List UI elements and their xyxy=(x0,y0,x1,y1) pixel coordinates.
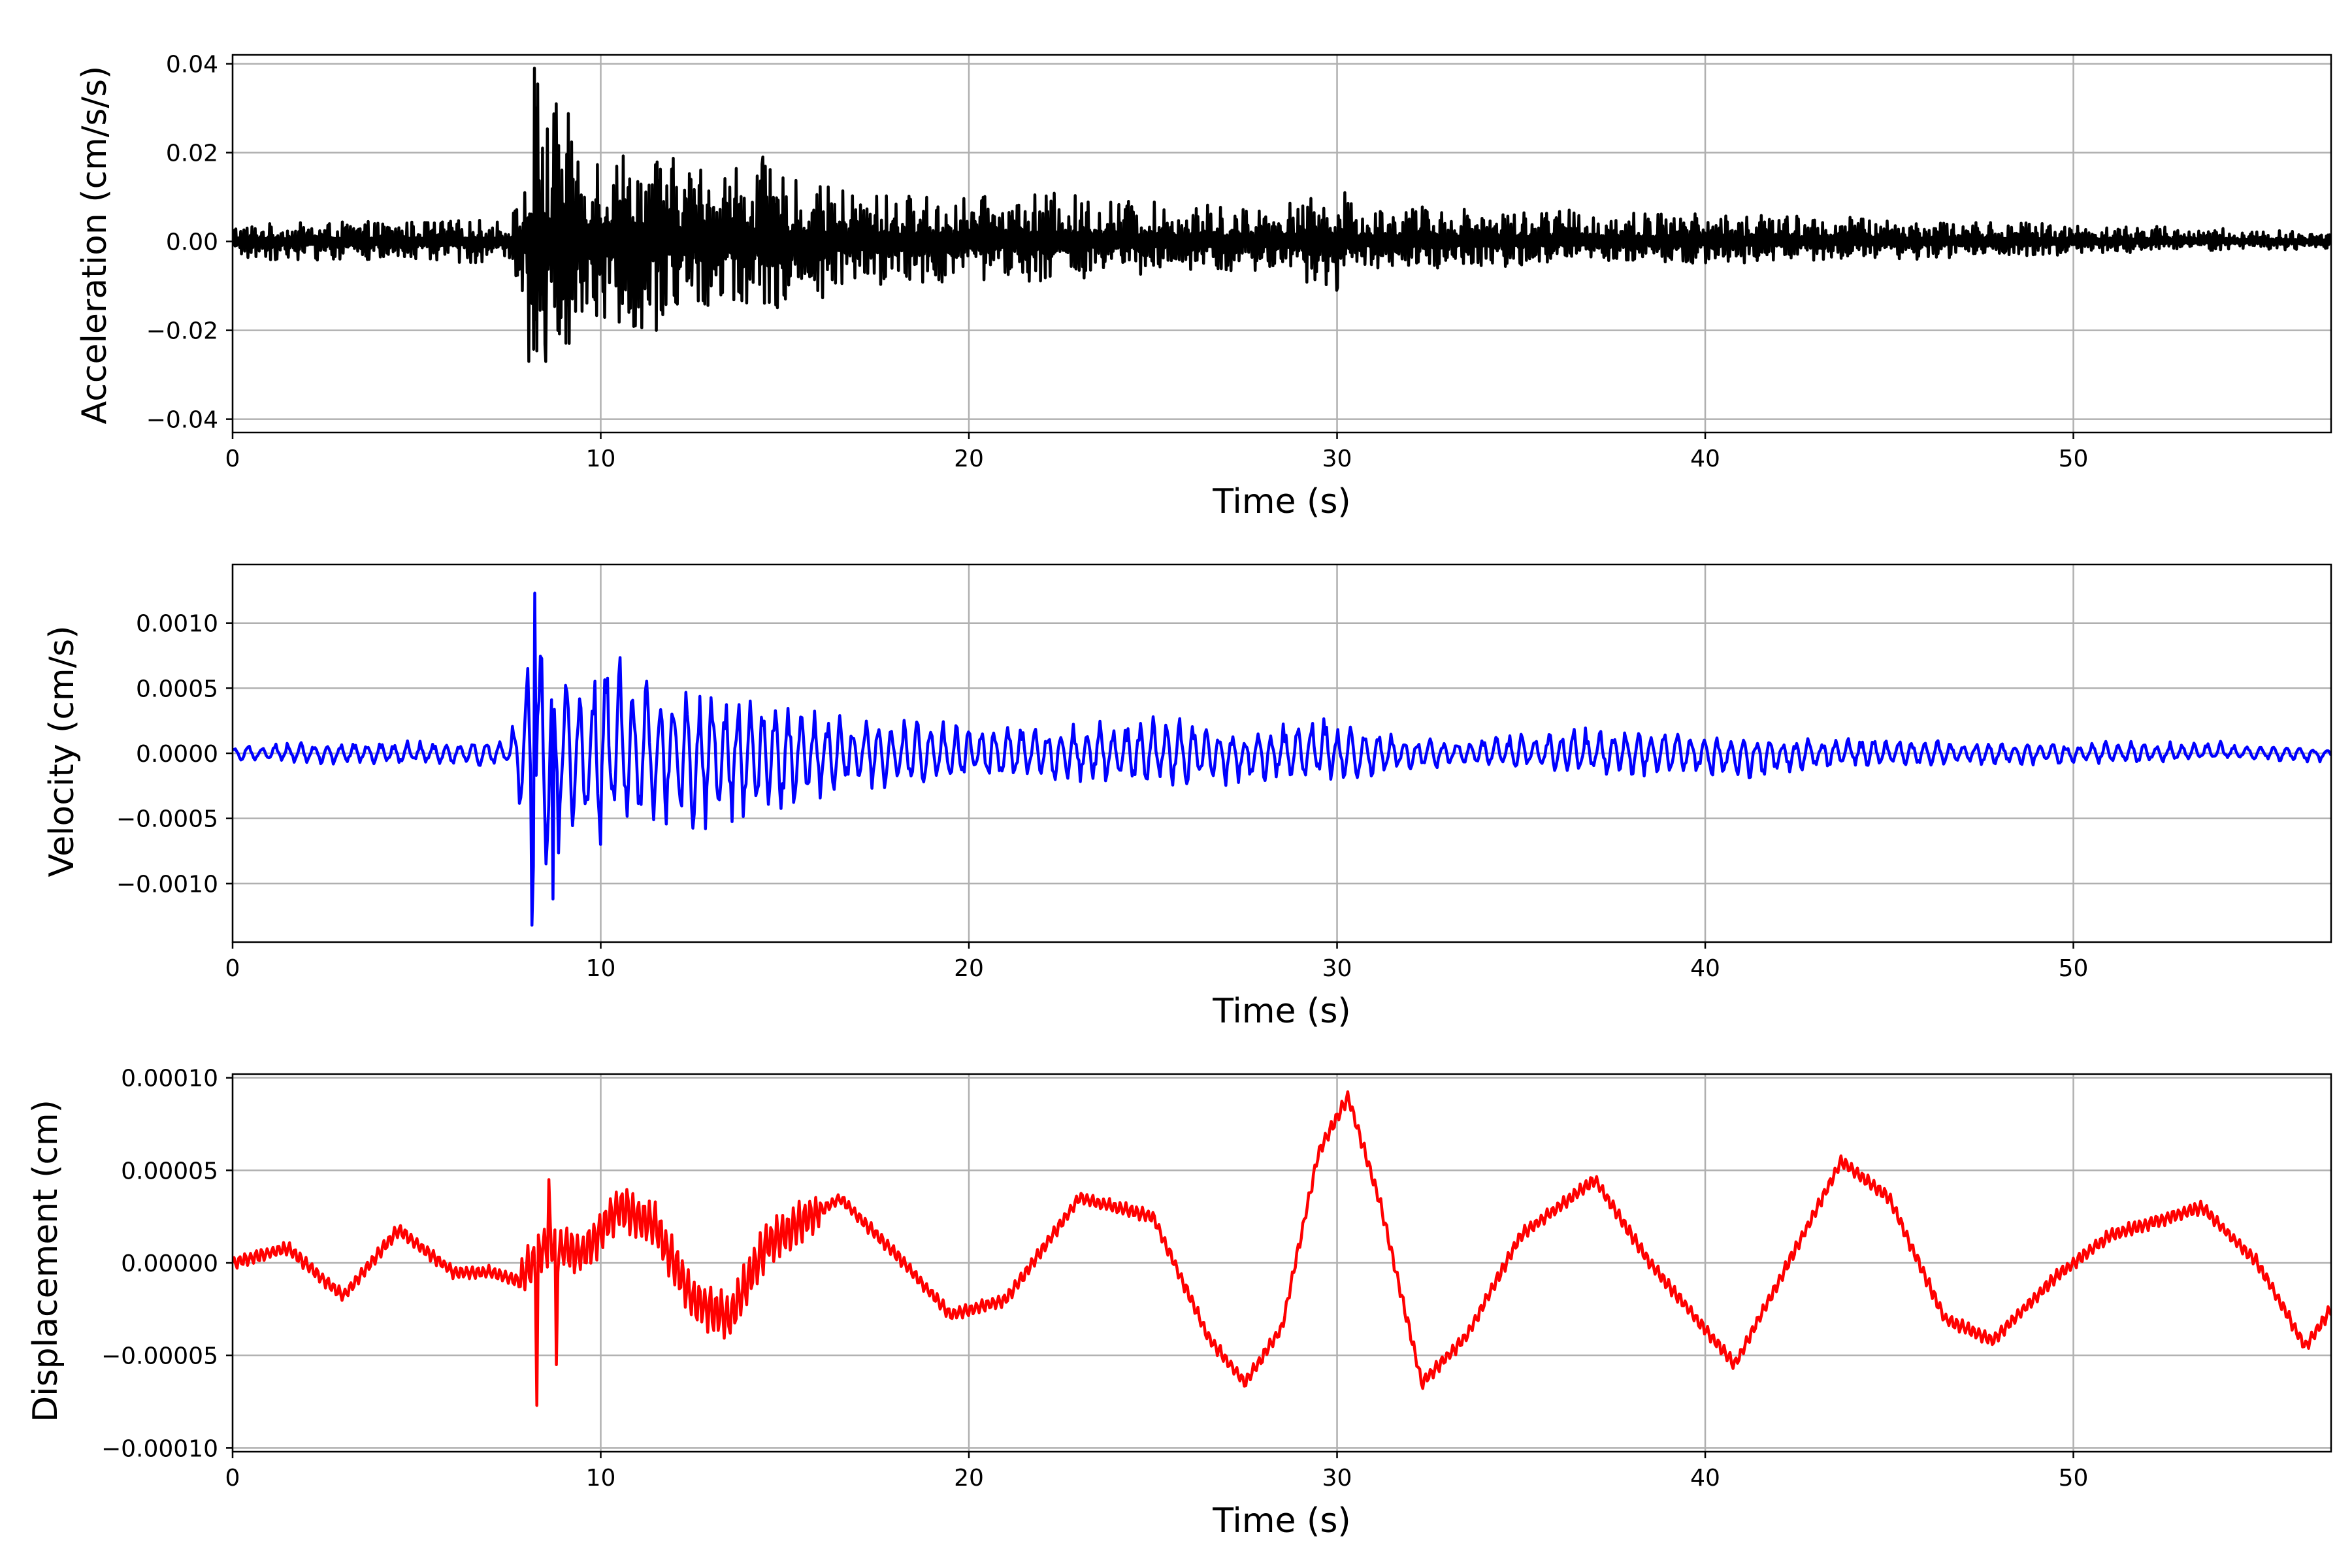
displacement-trace-line xyxy=(233,1090,2331,1407)
acceleration-x-tick-label: 10 xyxy=(586,446,616,472)
acceleration-trace-line xyxy=(233,67,2331,363)
displacement-y-tick-label: 0.00010 xyxy=(121,1066,218,1092)
acceleration-y-tick-label: 0.04 xyxy=(166,52,218,78)
velocity-panel: Velocity (cm/s) Time (s) 0 10 20 30 40 50 −0.0… xyxy=(42,563,2332,1031)
displacement-y-tick-label: −0.00005 xyxy=(101,1343,218,1370)
displacement-x-tick-label: 0 xyxy=(225,1465,240,1492)
acceleration-y-axis-label: Acceleration (cm/s/s) xyxy=(75,66,114,425)
displacement-x-axis-label: Time (s) xyxy=(1212,1501,1350,1541)
displacement-y-tick-label: 0.00005 xyxy=(121,1158,218,1184)
acceleration-x-tick-label: 50 xyxy=(2059,446,2089,472)
acceleration-x-tick-label: 30 xyxy=(1322,446,1352,472)
velocity-x-tick-label: 50 xyxy=(2059,955,2089,982)
velocity-x-tick-label: 20 xyxy=(954,955,984,982)
velocity-x-tick-label: 10 xyxy=(586,955,616,982)
acceleration-x-axis-label: Time (s) xyxy=(1212,482,1350,521)
displacement-x-tick-label: 10 xyxy=(586,1465,616,1492)
velocity-y-tick-label: −0.0010 xyxy=(116,871,218,898)
acceleration-y-tick-label: 0.02 xyxy=(166,140,218,167)
acceleration-y-tick-label: −0.04 xyxy=(146,407,218,434)
displacement-x-tick-label: 20 xyxy=(954,1465,984,1492)
displacement-panel: Displacement (cm) Time (s) 0 10 20 30 40 50 −0… xyxy=(26,1066,2332,1541)
displacement-x-tick-label: 30 xyxy=(1322,1465,1352,1492)
velocity-y-axis-label: Velocity (cm/s) xyxy=(42,626,82,877)
velocity-x-axis-label: Time (s) xyxy=(1212,992,1350,1031)
velocity-x-tick-label: 30 xyxy=(1322,955,1352,982)
displacement-x-tick-label: 40 xyxy=(1690,1465,1720,1492)
acceleration-x-tick-label: 0 xyxy=(225,446,240,472)
velocity-y-tick-label: 0.0000 xyxy=(136,741,218,768)
velocity-trace-line xyxy=(233,591,2331,927)
acceleration-axes-frame xyxy=(231,54,2332,434)
acceleration-panel: Acceleration (cm/s/s) Time (s) 0 10 20 30 40… xyxy=(75,52,2332,521)
velocity-y-tick-label: 0.0005 xyxy=(136,676,218,702)
acceleration-y-tick-label: −0.02 xyxy=(146,318,218,345)
velocity-y-tick-label: 0.0010 xyxy=(136,611,218,638)
velocity-x-tick-label: 0 xyxy=(225,955,240,982)
acceleration-x-tick-label: 20 xyxy=(954,446,984,472)
acceleration-y-tick-label: 0.00 xyxy=(166,229,218,256)
displacement-y-axis-label: Displacement (cm) xyxy=(26,1100,65,1422)
displacement-y-tick-label: −0.00010 xyxy=(101,1435,218,1462)
velocity-x-tick-label: 40 xyxy=(1690,955,1720,982)
displacement-y-tick-label: 0.00000 xyxy=(121,1250,218,1277)
acceleration-x-tick-label: 40 xyxy=(1690,446,1720,472)
velocity-y-tick-label: −0.0005 xyxy=(116,806,218,833)
displacement-x-tick-label: 50 xyxy=(2059,1465,2089,1492)
